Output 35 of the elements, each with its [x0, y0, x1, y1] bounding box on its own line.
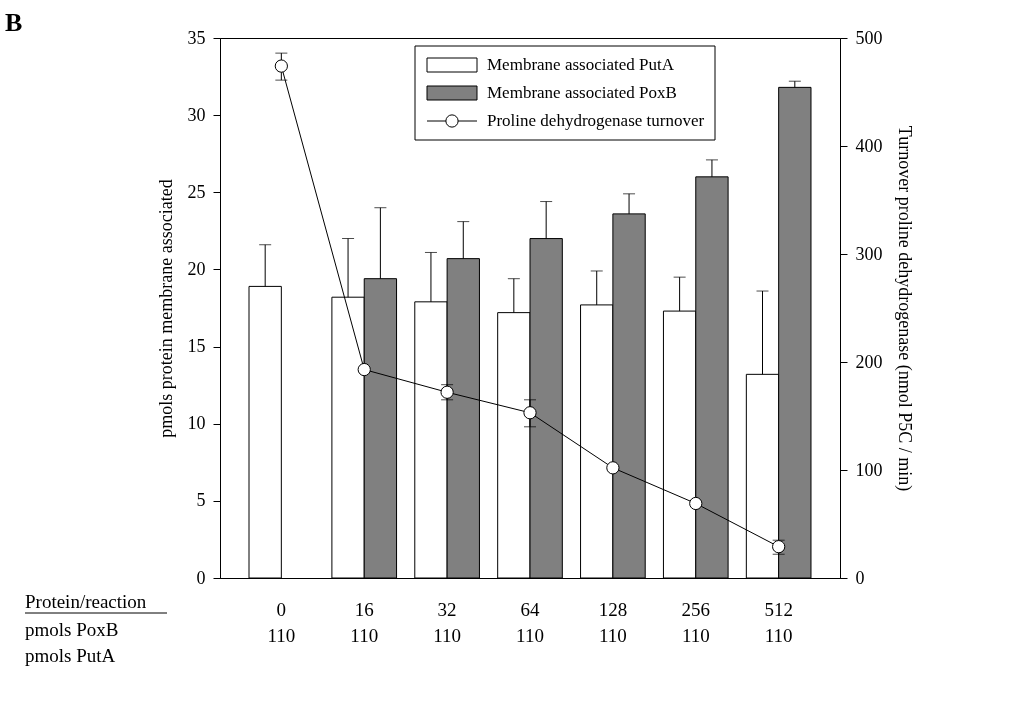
- x-tick-label: 0 110: [267, 598, 296, 646]
- point: [357, 362, 371, 377]
- y-tick-label: 35: [187, 27, 206, 48]
- y2-tick-label: 500: [855, 27, 883, 48]
- y-tick-label: 30: [187, 104, 206, 125]
- x-tick-label: 128 110: [598, 598, 628, 646]
- y2-tick-label: 400: [855, 135, 883, 156]
- text: Protein/reaction: [25, 591, 147, 612]
- x-tick-label: 512 110: [764, 598, 793, 646]
- x-tick-label: 16 110: [350, 598, 379, 646]
- x-tick-label: 256 110: [681, 598, 711, 646]
- y-tick-label: 0: [196, 567, 206, 588]
- y-tick-label: 5: [196, 490, 206, 511]
- point: [274, 59, 288, 73]
- x-tick-label: 32 110: [433, 598, 462, 646]
- legend-label: Membrane associated PutA: [487, 55, 675, 74]
- y2-tick-label: 0: [855, 567, 865, 588]
- legend-label: Membrane associated PoxB: [487, 83, 677, 102]
- y-tick-label: 20: [187, 258, 206, 279]
- y-tick-label: 25: [187, 181, 206, 202]
- x-tick-label: 64 110: [516, 598, 544, 646]
- y-tick-label: 15: [187, 336, 206, 357]
- y2-tick-label: 300: [855, 243, 883, 264]
- point: [689, 496, 703, 511]
- y2-tick-label: 100: [855, 459, 883, 480]
- text: pmols PutA: [25, 645, 116, 666]
- text: B: [5, 8, 23, 37]
- point: [523, 406, 537, 420]
- text: pmols PoxB: [25, 619, 119, 640]
- y2-tick-label: 200: [855, 351, 883, 372]
- legend-label: Proline dehydrogenase turnover: [487, 111, 705, 130]
- y-tick-label: 10: [187, 413, 206, 434]
- y2-axis-title: Turnover proline dehydrogenase (nmol P5C / min): [893, 125, 915, 492]
- point: [606, 461, 620, 475]
- y-axis-title: pmols protein membrane associated: [155, 179, 176, 438]
